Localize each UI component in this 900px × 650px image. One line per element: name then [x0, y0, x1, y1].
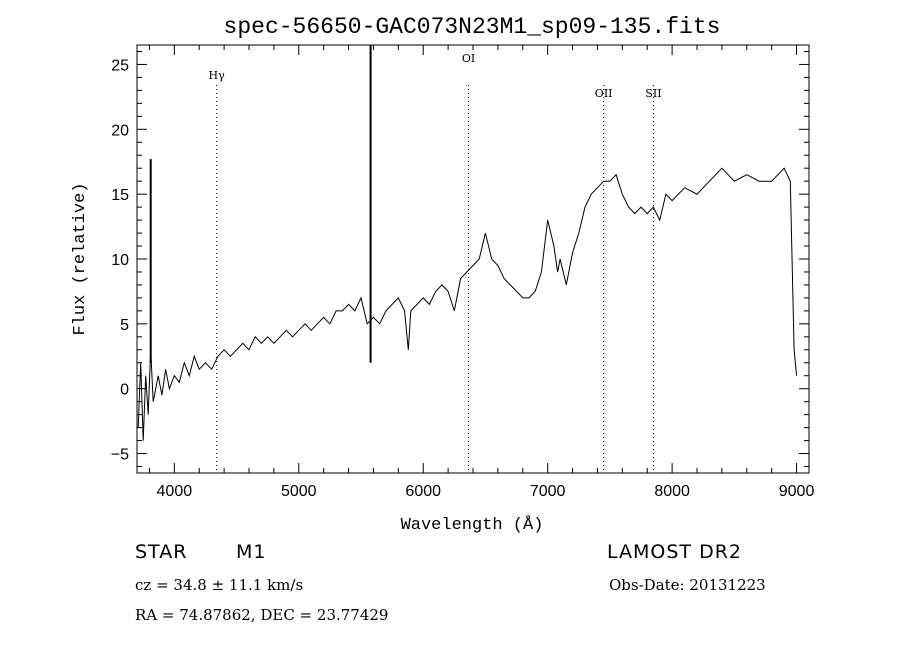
- object-subclass: M1: [236, 541, 267, 563]
- reference-line-label: SII: [645, 87, 661, 100]
- plot-frame: [136, 44, 810, 474]
- y-tick-label: 0: [120, 382, 129, 399]
- x-tick-label: 6000: [405, 483, 441, 500]
- axis-ticks: [137, 45, 809, 473]
- reference-line-label: OI: [462, 52, 475, 65]
- redshift-velocity: cz = 34.8 ± 11.1 km/s: [135, 576, 304, 594]
- x-axis-label: Wavelength (Å): [401, 516, 544, 535]
- y-tick-label: 20: [111, 122, 129, 139]
- spectrum-line: [137, 167, 798, 441]
- coordinates: RA = 74.87862, DEC = 23.77429: [135, 606, 389, 624]
- reference-line-label: OII: [595, 87, 613, 100]
- survey-name: LAMOST DR2: [607, 541, 742, 563]
- observation-date: Obs-Date: 20131223: [609, 576, 766, 594]
- emission-spikes: [149, 45, 372, 363]
- reference-line-label: Hγ: [209, 69, 226, 82]
- x-tick-label: 7000: [530, 483, 566, 500]
- y-tick-label: 25: [111, 57, 129, 74]
- y-axis-label: Flux (relative): [71, 182, 90, 335]
- x-tick-label: 8000: [654, 483, 690, 500]
- reference-lines: [216, 85, 654, 473]
- chart-title: spec-56650-GAC073N23M1_sp09-135.fits: [224, 14, 721, 40]
- axis-tick-labels: 4000 5000 6000 7000 8000 9000 −5 0 5 10 15 20 25: [111, 57, 815, 500]
- y-tick-label: 15: [111, 187, 129, 204]
- reference-line-labels: Hγ OI OII SII: [209, 52, 662, 100]
- x-tick-label: 9000: [779, 483, 815, 500]
- y-tick-label: −5: [111, 447, 129, 464]
- y-tick-label: 10: [111, 252, 129, 269]
- y-tick-label: 5: [120, 317, 129, 334]
- object-type: STAR: [135, 541, 188, 563]
- x-tick-label: 4000: [157, 483, 193, 500]
- x-tick-label: 5000: [281, 483, 317, 500]
